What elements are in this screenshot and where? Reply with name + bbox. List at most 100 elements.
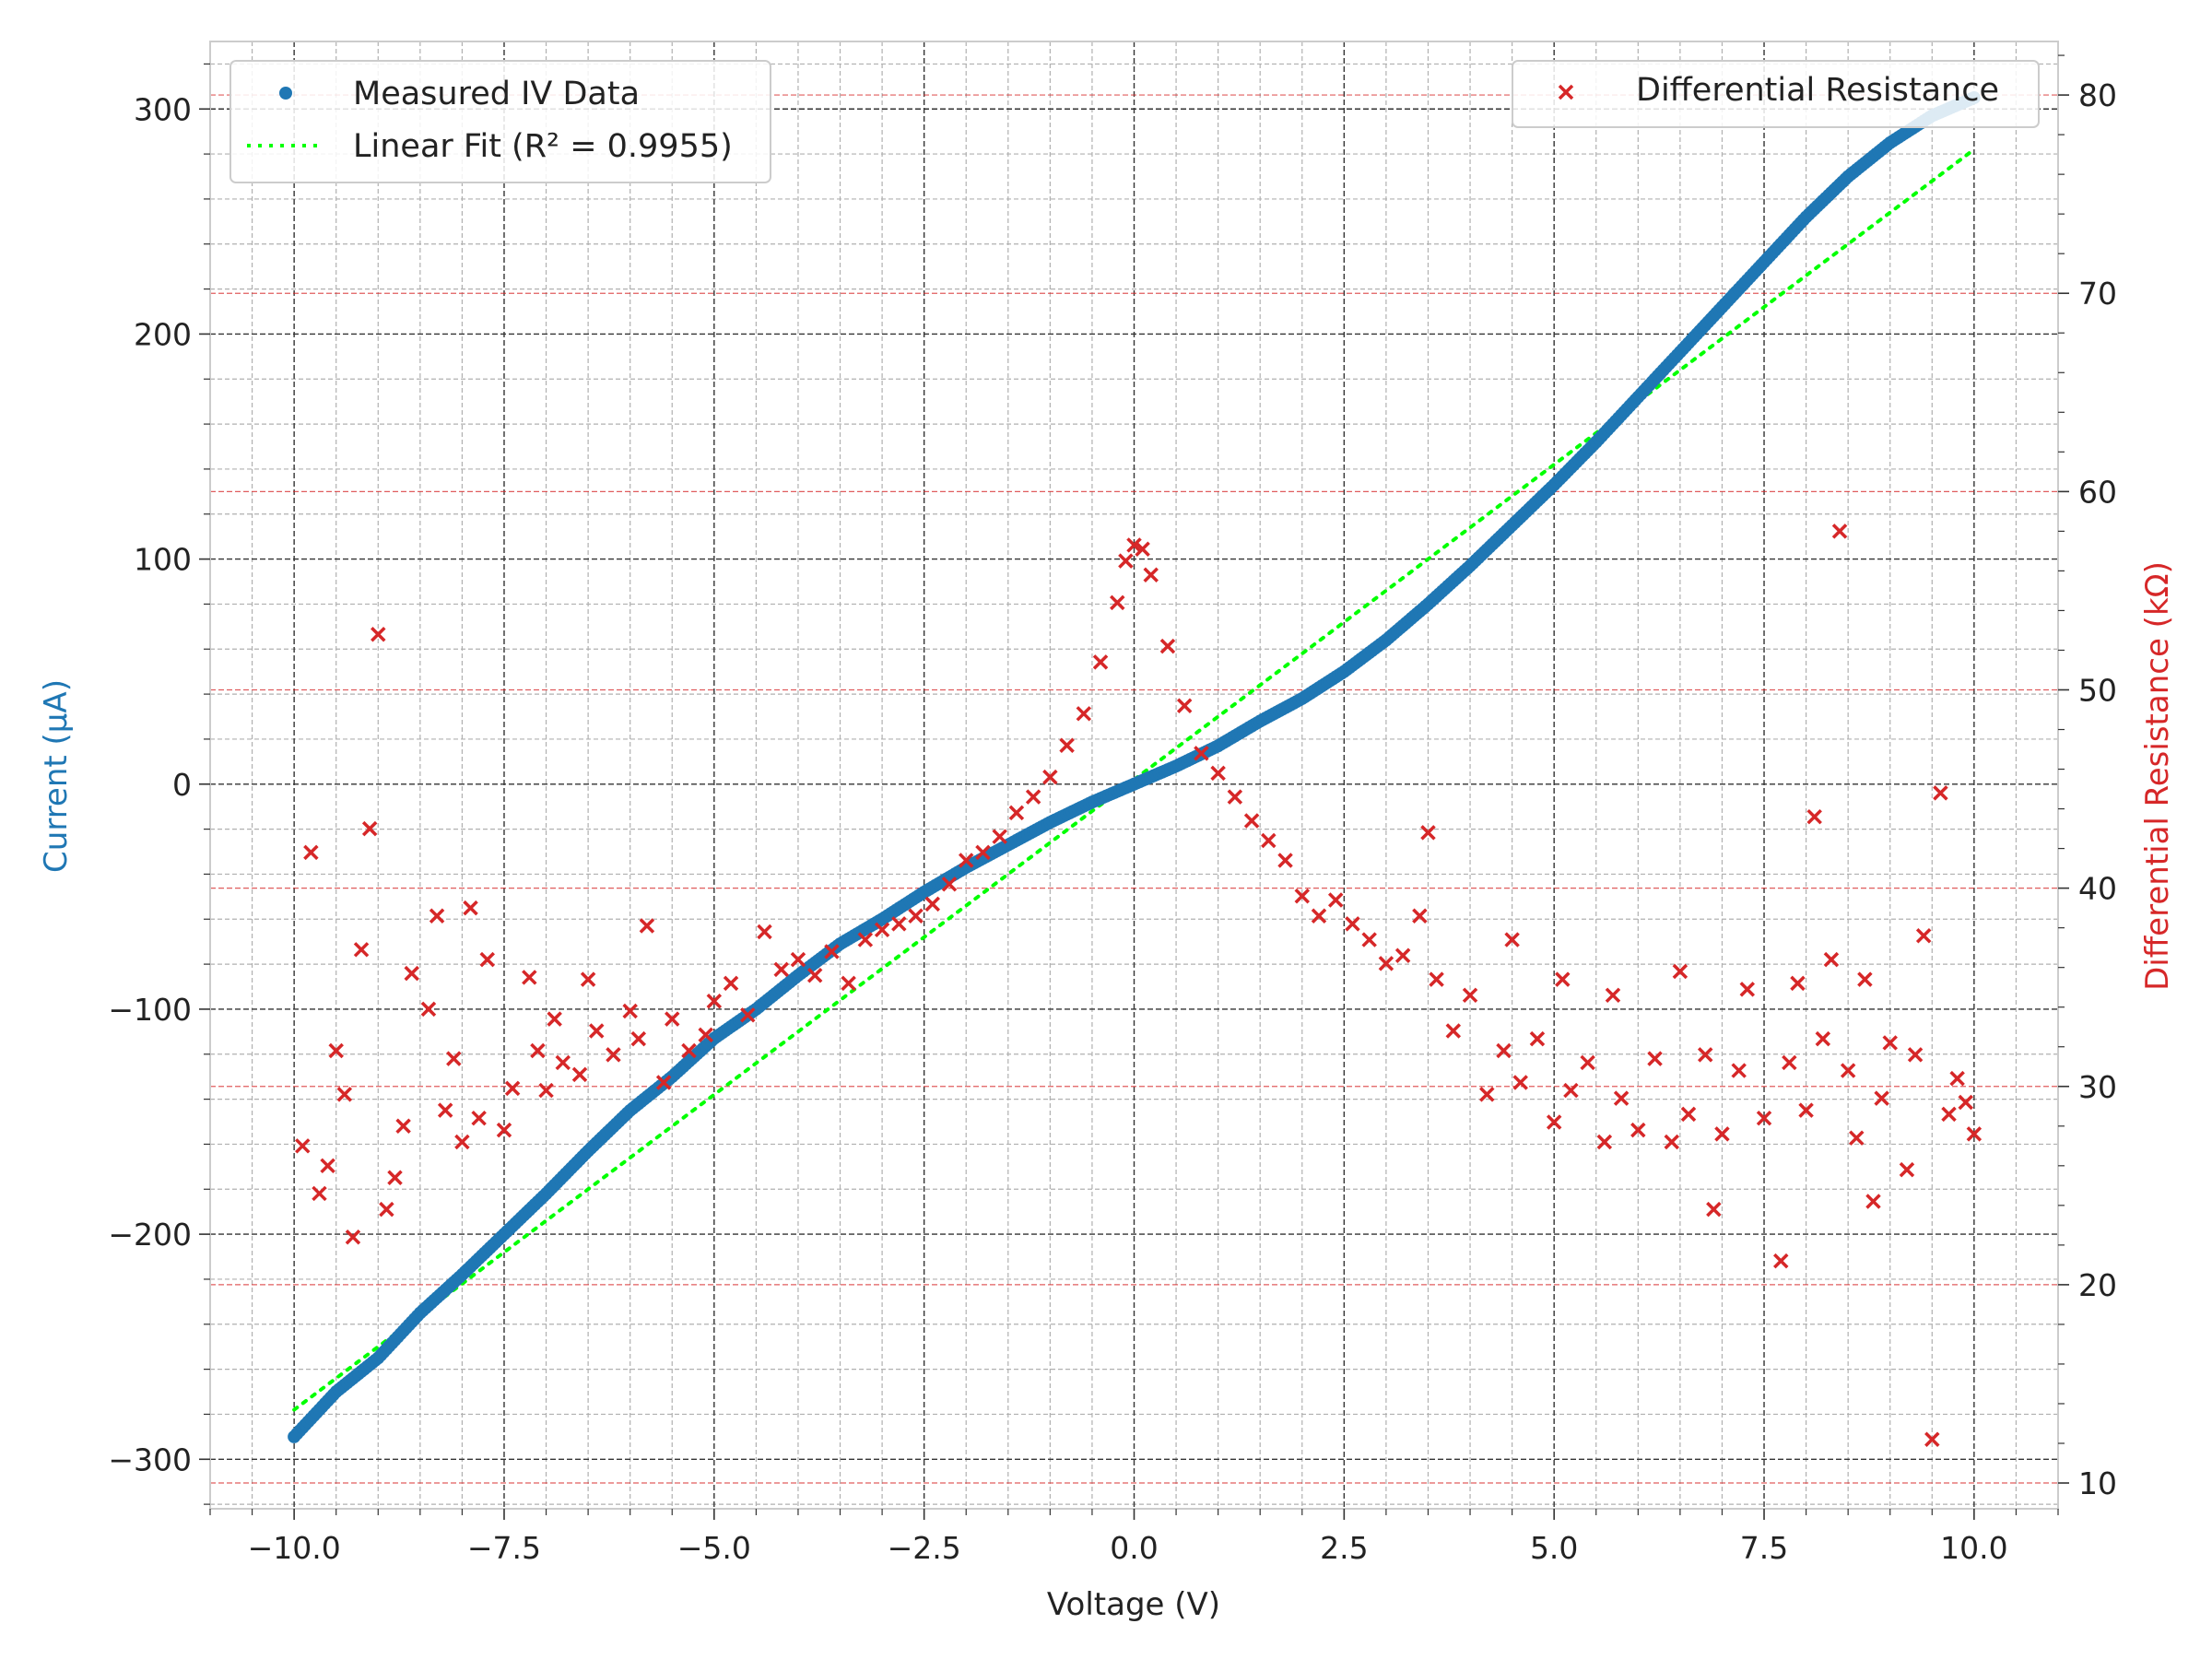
- resistance-point: [1958, 1094, 1973, 1111]
- y2-tick-label: 50: [2078, 672, 2117, 708]
- y2-tick-label: 70: [2078, 276, 2117, 312]
- resistance-point: [437, 1102, 453, 1118]
- y-tick-label: −200: [108, 1217, 192, 1253]
- resistance-point: [630, 1030, 647, 1047]
- resistance-point: [379, 1201, 394, 1218]
- legend-fit-label: Linear Fit (R² = 0.9955): [353, 128, 733, 165]
- resistance-point: [1756, 1110, 1772, 1126]
- resistance-point: [1445, 1023, 1462, 1039]
- resistance-point: [1159, 638, 1176, 654]
- resistance-point: [1731, 1063, 1747, 1078]
- resistance-point: [1915, 928, 1932, 944]
- resistance-point: [1647, 1051, 1663, 1066]
- resistance-point: [530, 1042, 546, 1059]
- resistance-point: [547, 1011, 562, 1027]
- resistance-point: [555, 1054, 571, 1071]
- resistance-point: [1899, 1161, 1915, 1178]
- resistance-point: [824, 944, 840, 959]
- resistance-point: [387, 1170, 403, 1185]
- resistance-point: [1714, 1126, 1730, 1142]
- resistance-point: [891, 916, 907, 932]
- resistance-point: [1857, 971, 1873, 987]
- resistance-point: [639, 918, 655, 934]
- resistance-point: [1874, 1090, 1889, 1106]
- resistance-point: [1143, 567, 1159, 582]
- legend-right-box: [1512, 60, 2040, 128]
- legend-resistance-label: Differential Resistance: [1636, 72, 1999, 109]
- y-tick-label: 100: [134, 542, 192, 578]
- resistance-point: [361, 820, 378, 837]
- resistance-point: [1394, 947, 1411, 964]
- resistance-point: [1630, 1122, 1646, 1138]
- y-tick-label: 0: [172, 767, 192, 803]
- resistance-point: [958, 853, 974, 868]
- resistance-point: [655, 1075, 672, 1090]
- resistance-point: [1782, 1054, 1797, 1071]
- resistance-point: [606, 1047, 621, 1063]
- resistance-point: [1580, 1054, 1595, 1071]
- resistance-point: [345, 1230, 361, 1245]
- resistance-point: [1076, 706, 1092, 722]
- resistance-point: [1680, 1106, 1697, 1123]
- resistance-point: [1345, 916, 1360, 932]
- resistance-point: [941, 877, 958, 892]
- resistance-point: [1773, 1253, 1789, 1269]
- y2-axis-title: Differential Resistance (kΩ): [2139, 561, 2176, 991]
- resistance-point: [1025, 789, 1041, 805]
- resistance-point: [328, 1042, 344, 1059]
- resistance-point: [1798, 1102, 1814, 1118]
- x-tick-label: 7.5: [1740, 1530, 1788, 1566]
- x-tick-label: −10.0: [248, 1530, 341, 1566]
- resistance-point: [303, 844, 319, 861]
- resistance-point: [1823, 951, 1840, 968]
- y2-tick-label: 20: [2078, 1267, 2117, 1303]
- resistance-point: [1496, 1042, 1512, 1059]
- legend-left: Measured IV Data Linear Fit (R² = 0.9955…: [229, 60, 771, 183]
- resistance-point: [1529, 1030, 1546, 1047]
- x-tick-label: −7.5: [467, 1530, 541, 1566]
- resistance-point: [1865, 1194, 1881, 1209]
- resistance-point: [1613, 1090, 1630, 1106]
- resistance-point: [1790, 975, 1806, 992]
- resistance-point: [1378, 956, 1394, 971]
- grid-layer: [209, 41, 2059, 1509]
- y-tick-label: 200: [134, 316, 192, 352]
- resistance-point: [857, 932, 874, 947]
- resistance-point: [571, 1066, 588, 1083]
- x-tick-label: 0.0: [1110, 1530, 1158, 1566]
- resistance-point: [1806, 808, 1822, 825]
- y2-tick-label: 30: [2078, 1069, 2117, 1105]
- y2-tick-label: 80: [2078, 77, 2117, 113]
- resistance-point: [320, 1158, 335, 1174]
- resistance-point: [1227, 789, 1243, 805]
- resistance-point: [874, 922, 890, 938]
- y2-tick-label: 10: [2078, 1465, 2117, 1501]
- resistance-point: [681, 1042, 697, 1059]
- resistance-point: [1008, 805, 1025, 821]
- resistance-point: [420, 1001, 437, 1018]
- resistance-point: [1176, 698, 1193, 713]
- resistance-point: [538, 1082, 554, 1099]
- legend-iv-label: Measured IV Data: [353, 76, 640, 112]
- resistance-point: [841, 975, 856, 992]
- resistance-point: [992, 829, 1007, 844]
- resistance-point: [1420, 825, 1436, 841]
- resistance-point: [706, 994, 723, 1009]
- resistance-point: [1512, 1075, 1528, 1090]
- resistance-point: [1118, 553, 1134, 569]
- resistance-point: [429, 908, 445, 924]
- y2-tick-label: 40: [2078, 871, 2117, 907]
- legend-resistance-marker: [1558, 84, 1574, 100]
- resistance-point: [1949, 1070, 1965, 1087]
- legend-right: Differential Resistance: [1512, 60, 2040, 128]
- resistance-point: [1605, 987, 1621, 1004]
- x-tick-label: 10.0: [1940, 1530, 2007, 1566]
- resistance-point: [1672, 963, 1688, 980]
- resistance-point: [1849, 1130, 1865, 1146]
- resistance-point: [1412, 908, 1428, 924]
- resistance-point: [1546, 1114, 1562, 1130]
- resistance-point: [1194, 746, 1209, 761]
- resistance-point: [1664, 1134, 1680, 1150]
- resistance-point: [1135, 541, 1150, 557]
